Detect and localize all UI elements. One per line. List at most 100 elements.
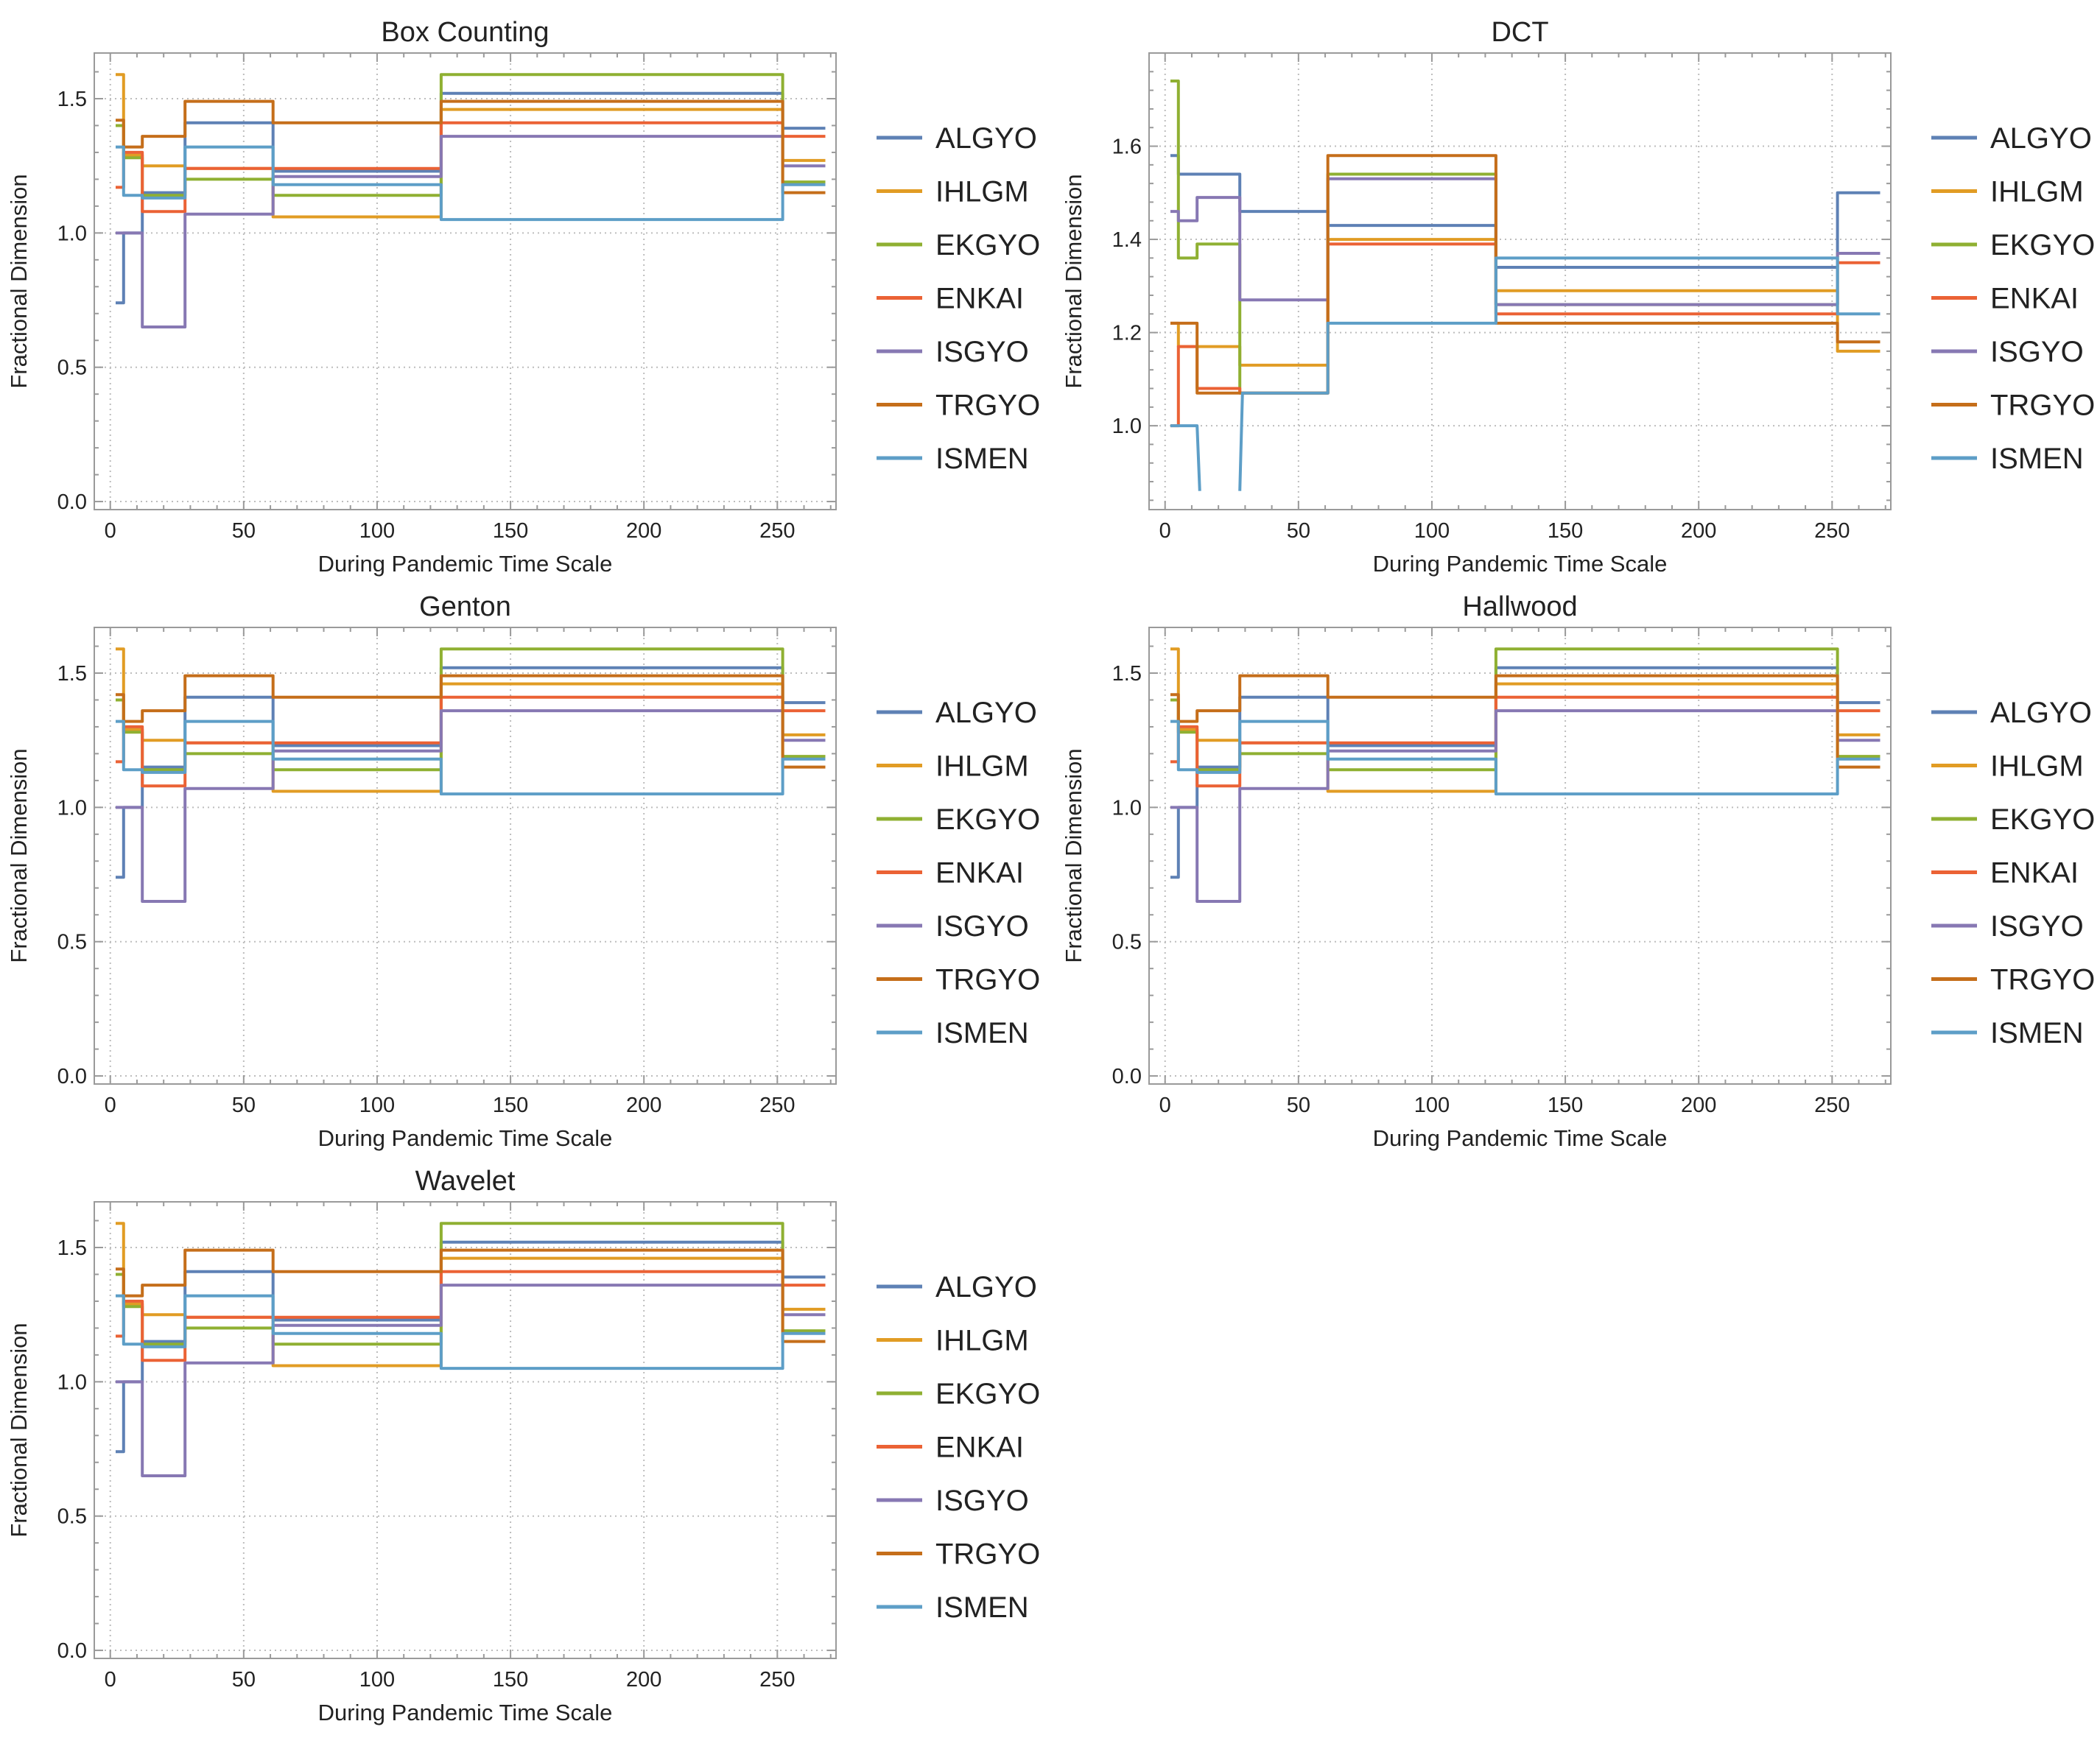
legend: ALGYO IHLGM EKGYO ENKAI ISGYO TRGYO ISMEN (877, 1271, 1040, 1624)
x-tick-label: 0 (105, 1094, 116, 1117)
x-tick-label: 100 (1414, 519, 1450, 543)
x-tick-label: 50 (232, 1668, 256, 1692)
legend-label-ekgyo: EKGYO (935, 1378, 1040, 1410)
x-tick-label: 0 (105, 1668, 116, 1692)
x-tick-label: 150 (493, 519, 528, 543)
plot-frame (94, 627, 837, 1085)
x-tick-label: 50 (232, 1094, 256, 1117)
series-line-trgyo (116, 99, 826, 194)
x-tick-label: 150 (1548, 1094, 1583, 1117)
chart-title: Hallwood (1462, 591, 1577, 622)
x-tick-label: 200 (1681, 1094, 1716, 1117)
x-tick-label: 0 (1159, 1094, 1171, 1117)
legend-label-algyo: ALGYO (935, 1271, 1037, 1303)
legend-label-ihlgm: IHLGM (935, 750, 1029, 783)
y-tick-label: 1.0 (57, 796, 87, 820)
series-line-trgyo (1170, 154, 1880, 395)
series-line-ekgyo (1170, 80, 1880, 395)
series-line-isgyo (116, 135, 826, 328)
legend-label-ismen: ISMEN (935, 1591, 1029, 1624)
legend-label-ihlgm: IHLGM (935, 176, 1029, 208)
y-axis-label: Fractional Dimension (6, 174, 32, 388)
x-tick-label: 0 (105, 519, 116, 543)
legend: ALGYO IHLGM EKGYO ENKAI ISGYO TRGYO ISMEN (1931, 122, 2095, 475)
series-line-ismen (116, 1294, 826, 1370)
x-tick-label: 200 (626, 1094, 661, 1117)
series-line-ekgyo (116, 647, 826, 772)
series-line-ismen (116, 719, 826, 796)
x-axis-label: During Pandemic Time Scale (318, 1125, 613, 1151)
x-tick-label: 150 (493, 1668, 528, 1692)
legend-label-trgyo: TRGYO (935, 390, 1040, 422)
y-tick-label: 1.6 (1112, 136, 1142, 159)
y-tick-label: 1.5 (57, 1236, 87, 1260)
x-axis-label: During Pandemic Time Scale (1373, 551, 1668, 577)
legend-label-isgyo: ISGYO (935, 336, 1029, 368)
legend: ALGYO IHLGM EKGYO ENKAI ISGYO TRGYO ISMEN (877, 697, 1040, 1049)
x-tick-label: 100 (359, 1668, 395, 1692)
chart-title: DCT (1491, 17, 1548, 48)
legend-label-ekgyo: EKGYO (1990, 229, 2095, 261)
chart-panel-dct: DCT 0 50 100 150 200 250 1.0 1.2 1.4 1.6 During Pan… (1061, 17, 2095, 577)
y-tick-label: 1.0 (1112, 415, 1142, 438)
x-tick-label: 100 (359, 519, 395, 543)
x-tick-label: 250 (1814, 519, 1850, 543)
series-group (1170, 80, 1880, 491)
legend-label-isgyo: ISGYO (935, 1485, 1029, 1517)
series-line-ekgyo (116, 1222, 826, 1346)
x-tick-label: 250 (759, 1094, 795, 1117)
plot-frame (1148, 627, 1892, 1085)
legend-label-isgyo: ISGYO (1990, 910, 2084, 943)
chart-title: Box Counting (381, 17, 549, 48)
legend-label-enkai: ENKAI (935, 283, 1024, 315)
plot-frame (94, 52, 837, 510)
legend-label-ismen: ISMEN (1990, 1017, 2084, 1049)
legend-label-algyo: ALGYO (1990, 122, 2092, 155)
series-line-algyo (1170, 154, 1880, 269)
x-tick-label: 200 (1681, 519, 1716, 543)
plot-frame (94, 1201, 837, 1659)
y-tick-label: 0.5 (57, 1505, 87, 1529)
series-line-isgyo (1170, 177, 1880, 306)
y-tick-label: 0.0 (57, 1065, 87, 1088)
legend-label-enkai: ENKAI (1990, 857, 2079, 890)
series-line-ismen (1170, 719, 1880, 796)
legend-label-algyo: ALGYO (935, 122, 1037, 155)
legend-label-algyo: ALGYO (1990, 697, 2092, 729)
series-group (116, 647, 826, 903)
series-line-trgyo (116, 674, 826, 769)
legend-label-isgyo: ISGYO (935, 910, 1029, 943)
plot-frame (1148, 52, 1892, 510)
y-axis-label: Fractional Dimension (1061, 174, 1086, 388)
series-line-enkai (1170, 242, 1880, 428)
series-line-isgyo (1170, 709, 1880, 903)
y-tick-label: 0.5 (57, 356, 87, 380)
legend-label-trgyo: TRGYO (1990, 390, 2095, 422)
legend: ALGYO IHLGM EKGYO ENKAI ISGYO TRGYO ISMEN (1931, 697, 2095, 1049)
legend-label-ismen: ISMEN (1990, 443, 2084, 475)
x-tick-label: 50 (232, 519, 256, 543)
legend: ALGYO IHLGM EKGYO ENKAI ISGYO TRGYO ISMEN (877, 122, 1040, 475)
y-tick-label: 1.5 (57, 662, 87, 686)
x-tick-label: 0 (1159, 519, 1171, 543)
chart-title: Genton (419, 591, 511, 622)
x-tick-label: 100 (1414, 1094, 1450, 1117)
series-line-isgyo (116, 709, 826, 903)
x-tick-label: 50 (1287, 519, 1310, 543)
legend-label-enkai: ENKAI (1990, 283, 2079, 315)
series-line-ekgyo (1170, 647, 1880, 772)
y-axis-label: Fractional Dimension (1061, 748, 1086, 963)
series-line-ekgyo (116, 73, 826, 197)
series-line-algyo (116, 666, 826, 879)
y-tick-label: 0.0 (1112, 1065, 1142, 1088)
series-group (116, 73, 826, 328)
chart-panel-hallwood: Hallwood 0 50 100 150 200 250 0.0 0.5 1.0 1.5 Durin… (1061, 591, 2095, 1151)
x-tick-label: 250 (759, 1668, 795, 1692)
x-axis-label: During Pandemic Time Scale (1373, 1125, 1668, 1151)
chart-title: Wavelet (415, 1166, 516, 1197)
y-tick-label: 1.0 (57, 222, 87, 245)
series-group (116, 1222, 826, 1477)
legend-label-trgyo: TRGYO (935, 1538, 1040, 1571)
legend-label-ismen: ISMEN (935, 443, 1029, 475)
